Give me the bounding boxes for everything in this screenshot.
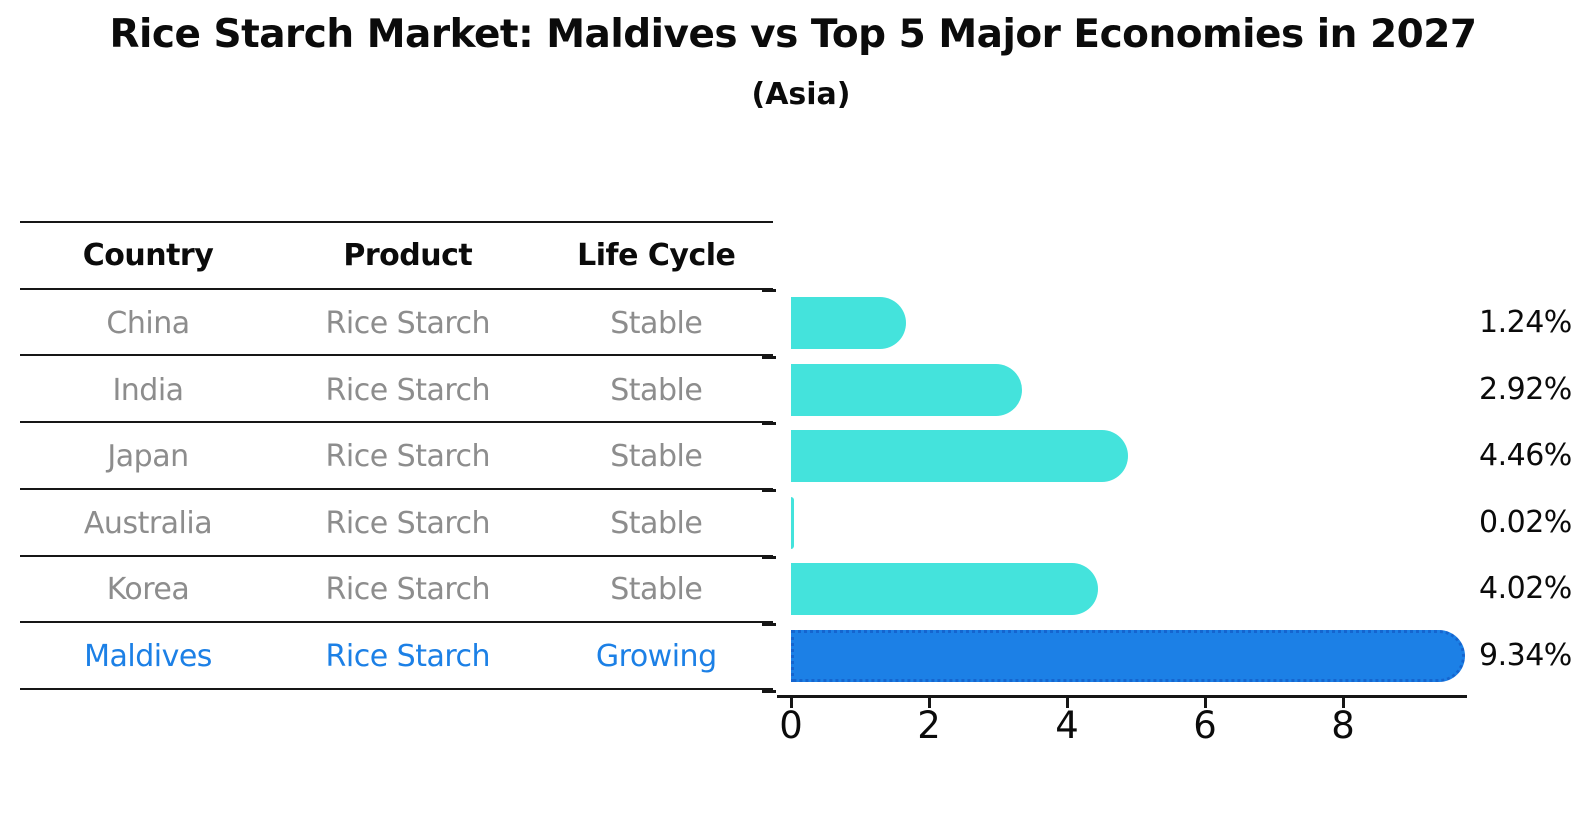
value-label-japan: 4.46% — [1479, 438, 1572, 473]
x-tick-label-0: 0 — [779, 704, 803, 747]
y-axis-tick — [762, 356, 776, 359]
cell-product: Rice Starch — [325, 372, 491, 408]
table-row-australia: Australia Rice Starch Stable — [20, 490, 773, 556]
x-tick-label-6: 6 — [1193, 704, 1217, 747]
chart-subtitle: (Asia) — [751, 77, 851, 112]
y-axis-tick — [762, 623, 776, 626]
table-rule — [20, 621, 773, 623]
column-header-product: Product — [343, 237, 473, 273]
value-label-india: 2.92% — [1479, 372, 1572, 407]
cell-country: China — [106, 305, 190, 341]
cell-life-cycle: Stable — [610, 438, 703, 474]
table-rule — [20, 354, 773, 356]
cell-product: Rice Starch — [325, 571, 491, 607]
cell-product: Rice Starch — [325, 305, 491, 341]
y-axis-tick — [762, 489, 776, 492]
value-label-korea: 4.02% — [1479, 571, 1572, 606]
cell-life-cycle: Stable — [610, 571, 703, 607]
cell-country: Maldives — [84, 638, 212, 674]
cell-country: Korea — [106, 571, 190, 607]
y-axis-tick — [762, 556, 776, 559]
cell-life-cycle: Stable — [610, 305, 703, 341]
table-rule — [20, 288, 773, 290]
cell-country: India — [112, 372, 184, 408]
x-tick-label-4: 4 — [1055, 704, 1079, 747]
x-tick-label-8: 8 — [1331, 704, 1355, 747]
bar-china — [791, 297, 907, 349]
column-header-country: Country — [82, 237, 214, 273]
chart-title: Rice Starch Market: Maldives vs Top 5 Ma… — [109, 12, 1477, 57]
value-label-australia: 0.02% — [1479, 505, 1572, 540]
cell-life-cycle: Stable — [610, 372, 703, 408]
table-rule — [20, 488, 773, 490]
table-row-japan: Japan Rice Starch Stable — [20, 423, 773, 489]
x-axis-tick — [928, 698, 931, 708]
cell-product: Rice Starch — [325, 438, 491, 474]
table-rule — [20, 688, 773, 690]
x-axis-tick — [790, 698, 793, 708]
table-row-india: India Rice Starch Stable — [20, 357, 773, 423]
bar-korea — [791, 563, 1098, 615]
x-tick-label-2: 2 — [917, 704, 941, 747]
x-axis-tick — [1342, 698, 1345, 708]
cell-country: Australia — [83, 505, 213, 541]
table-row-korea: Korea Rice Starch Stable — [20, 556, 773, 622]
cell-country: Japan — [107, 438, 189, 474]
x-axis-tick — [1066, 698, 1069, 708]
column-header-life-cycle: Life Cycle — [577, 237, 736, 273]
table-rule — [20, 221, 773, 223]
y-axis-tick — [762, 422, 776, 425]
table-row-china: China Rice Starch Stable — [20, 290, 773, 356]
x-axis-line — [777, 695, 1467, 698]
value-label-maldives: 9.34% — [1479, 638, 1572, 673]
table-rule — [20, 555, 773, 557]
table-row-maldives: Maldives Rice Starch Growing — [20, 623, 773, 689]
value-label-china: 1.24% — [1479, 305, 1572, 340]
bar-india — [791, 364, 1023, 416]
cell-life-cycle: Growing — [595, 638, 717, 674]
y-axis-tick — [762, 690, 776, 693]
bar-japan — [791, 430, 1129, 482]
bar-maldives — [791, 630, 1465, 682]
y-axis-tick — [762, 289, 776, 292]
table-header-row: Country Product Life Cycle — [20, 222, 773, 288]
bar-australia — [791, 497, 795, 549]
x-axis-tick — [1204, 698, 1207, 708]
cell-product: Rice Starch — [325, 505, 491, 541]
cell-product: Rice Starch — [325, 638, 491, 674]
table-rule — [20, 421, 773, 423]
cell-life-cycle: Stable — [610, 505, 703, 541]
